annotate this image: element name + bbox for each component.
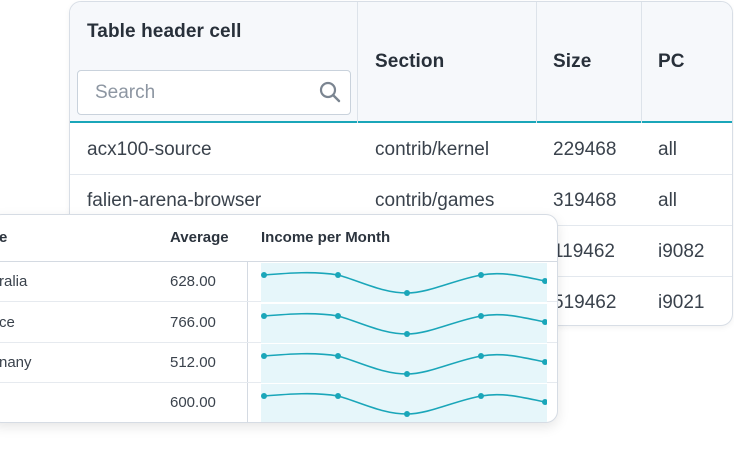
cell-size: 229468 [553,139,617,160]
cell-average: 600.00 [170,394,216,411]
header-cell-size[interactable]: Size [537,2,642,123]
cell-size: 319468 [553,190,617,211]
table-row[interactable]: ralia 628.00 [0,262,557,302]
header-label-table: Table header cell [87,21,242,42]
sparkline-chart [261,344,547,383]
table-row[interactable]: nany 512.00 [0,343,557,383]
cell-size: 119462 [553,241,615,262]
search-field[interactable] [77,70,351,115]
table-row[interactable]: ce 766.00 [0,303,557,343]
header-cell-pc[interactable]: PC [642,2,732,123]
cell-section: contrib/kernel [375,139,490,160]
header-label-average[interactable]: Average [170,229,229,246]
sparkline-chart [261,304,547,343]
cell-average: 628.00 [170,273,216,290]
cell-pc: i9021 [658,292,705,313]
table-row[interactable]: 600.00 [0,383,557,422]
cell-section: contrib/games [375,190,495,211]
header-label-country[interactable]: e [0,215,7,261]
header-label-size: Size [553,51,592,72]
header-label-pc: PC [658,51,685,72]
cell-pc: all [658,190,678,211]
cell-name: acx100-source [87,139,212,160]
data-table-front: e Average Income per Month ralia 628.00 … [0,214,558,423]
sparkline-chart [261,263,547,302]
cell-average: 512.00 [170,354,216,371]
table-header: Table header cell Section Size PC [70,2,732,123]
cell-average: 766.00 [170,314,216,331]
cell-country: ce [0,314,15,331]
header-label-income[interactable]: Income per Month [261,229,391,246]
header-cell-section[interactable]: Section [358,2,537,123]
cell-size: 519462 [553,292,617,313]
header-cell-table: Table header cell [70,2,358,123]
table-row[interactable]: acx100-source contrib/kernel 229468 all [70,124,732,175]
cell-country: nany [0,354,32,371]
sparkline-chart [261,384,547,422]
table-header: e Average Income per Month [0,215,557,262]
data-table-back: Table header cell Section Size PC acx100… [69,1,733,326]
cell-country: ralia [0,273,28,290]
search-input[interactable] [78,71,318,114]
cell-pc: i9082 [658,241,705,262]
header-label-section: Section [375,51,445,72]
search-icon[interactable] [318,80,342,104]
cell-name: falien-arena-browser [87,190,262,211]
table-row[interactable]: 519462 i9021 [70,277,732,325]
cell-pc: all [658,139,678,160]
